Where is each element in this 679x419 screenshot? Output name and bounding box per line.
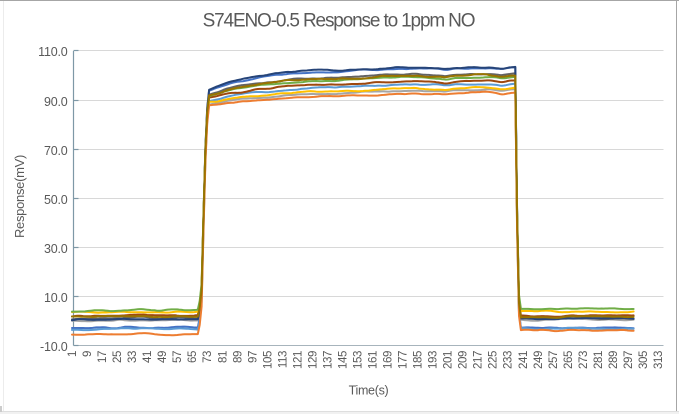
- svg-text:137: 137: [322, 351, 334, 369]
- svg-text:169: 169: [383, 351, 395, 369]
- svg-text:10.0: 10.0: [44, 291, 68, 305]
- svg-text:S74ENO-0.5 Response to 1ppm NO: S74ENO-0.5 Response to 1ppm NO: [203, 11, 475, 32]
- svg-text:177: 177: [398, 351, 410, 369]
- svg-text:209: 209: [458, 351, 470, 369]
- svg-text:281: 281: [593, 351, 605, 369]
- svg-text:225: 225: [488, 351, 500, 369]
- svg-text:9: 9: [82, 351, 94, 357]
- svg-text:121: 121: [292, 351, 304, 369]
- svg-text:89: 89: [232, 351, 244, 363]
- svg-text:57: 57: [172, 351, 184, 363]
- svg-text:41: 41: [142, 351, 154, 363]
- svg-text:185: 185: [413, 351, 425, 369]
- svg-text:145: 145: [338, 351, 350, 369]
- svg-text:193: 193: [428, 351, 440, 369]
- svg-text:201: 201: [443, 351, 455, 369]
- svg-text:-10.0: -10.0: [40, 340, 68, 354]
- svg-text:33: 33: [127, 351, 139, 363]
- svg-text:30.0: 30.0: [44, 242, 68, 256]
- svg-text:50.0: 50.0: [44, 193, 68, 207]
- svg-text:129: 129: [307, 351, 319, 369]
- svg-text:265: 265: [563, 351, 575, 369]
- svg-text:Response(mV): Response(mV): [12, 155, 27, 238]
- svg-text:241: 241: [518, 351, 530, 369]
- svg-text:249: 249: [533, 351, 545, 369]
- svg-text:49: 49: [157, 351, 169, 363]
- svg-text:297: 297: [623, 351, 635, 369]
- svg-text:25: 25: [112, 351, 124, 363]
- svg-text:161: 161: [368, 351, 380, 369]
- svg-text:233: 233: [503, 351, 515, 369]
- svg-text:81: 81: [217, 351, 229, 363]
- svg-text:17: 17: [97, 351, 109, 363]
- svg-text:313: 313: [653, 351, 665, 369]
- svg-text:257: 257: [548, 351, 560, 369]
- svg-text:70.0: 70.0: [44, 144, 68, 158]
- svg-text:65: 65: [187, 351, 199, 363]
- svg-text:217: 217: [473, 351, 485, 369]
- svg-text:105: 105: [262, 351, 274, 369]
- svg-text:Time(s): Time(s): [349, 384, 389, 398]
- svg-text:153: 153: [353, 351, 365, 369]
- svg-text:73: 73: [202, 351, 214, 363]
- svg-text:90.0: 90.0: [44, 95, 68, 109]
- svg-text:110.0: 110.0: [38, 45, 68, 59]
- svg-text:1: 1: [67, 351, 79, 357]
- svg-text:289: 289: [608, 351, 620, 369]
- svg-text:113: 113: [277, 351, 289, 368]
- svg-text:97: 97: [247, 351, 259, 363]
- svg-text:273: 273: [578, 351, 590, 369]
- svg-text:305: 305: [638, 351, 650, 369]
